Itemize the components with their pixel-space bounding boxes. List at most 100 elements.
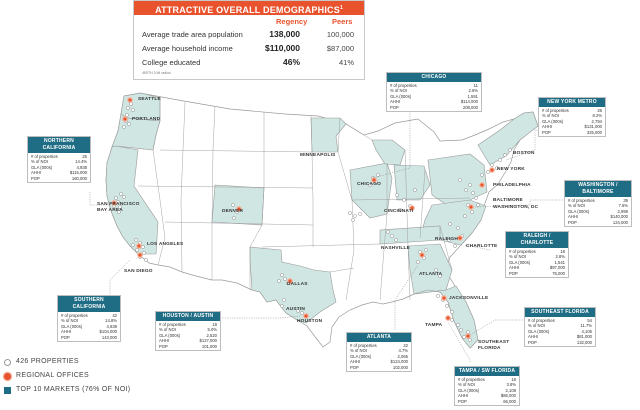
stat-label: # of properties bbox=[509, 249, 536, 254]
stat-label: # of properties bbox=[159, 322, 186, 327]
market-box-title: HOUSTON / AUSTIN bbox=[156, 312, 220, 321]
property-dot-icon bbox=[4, 359, 11, 366]
market-stat-row: AHHI $131,000 bbox=[542, 124, 602, 129]
market-stat-row: % of NOI 2.6% bbox=[390, 88, 478, 93]
market-new-england bbox=[477, 111, 539, 166]
market-stat-row: GLA (000s) 1,541 bbox=[509, 260, 565, 265]
stat-label: % of NOI bbox=[509, 254, 526, 260]
office-atlanta bbox=[419, 252, 425, 258]
stat-label: # of properties bbox=[528, 318, 555, 323]
market-box-northern-california: NORTHERN CALIFORNIA # of properties 25 % … bbox=[27, 136, 91, 184]
stat-label: POP bbox=[458, 398, 467, 404]
stat-label: % of NOI bbox=[458, 382, 475, 388]
stat-value: 4,105 bbox=[581, 328, 592, 334]
city-label-seattle: SEATTLE bbox=[138, 97, 161, 102]
stat-value: 76,000 bbox=[552, 270, 565, 276]
market-stat-row: # of properties 42 bbox=[61, 313, 117, 318]
stat-label: POP bbox=[31, 175, 40, 181]
column-regency: Regency bbox=[276, 17, 308, 26]
market-stat-row: % of NOI 3.8% bbox=[458, 382, 516, 387]
market-stat-row: GLA (000s) 4,105 bbox=[528, 329, 592, 334]
stat-value: 22 bbox=[403, 343, 408, 348]
office-portland bbox=[122, 116, 128, 122]
stat-value: $131,000 bbox=[584, 124, 602, 130]
stat-label: % of NOI bbox=[528, 323, 545, 329]
regional-office-icon bbox=[4, 373, 11, 380]
stat-label: # of properties bbox=[542, 108, 569, 113]
stat-label: % of NOI bbox=[31, 159, 48, 165]
office-denver bbox=[236, 206, 242, 212]
city-label-washington: WASHINGTON, DC bbox=[493, 205, 539, 210]
market-stat-row: AHHI $114,000 bbox=[390, 99, 478, 104]
office-philadelphia bbox=[479, 182, 485, 188]
market-stat-row: GLA (000s) 2,520 bbox=[159, 333, 217, 338]
row-regency-value: $110,000 bbox=[265, 43, 300, 53]
stat-label: GLA (000s) bbox=[509, 259, 531, 265]
market-stat-row: POP 132,000 bbox=[528, 340, 592, 345]
market-box-title: WASHINGTON / BALTIMORE bbox=[565, 181, 631, 197]
stat-value: $97,000 bbox=[549, 265, 565, 271]
demographics-panel: ATTRACTIVE OVERALL DEMOGRAPHICS1 Regency… bbox=[133, 0, 365, 80]
city-label-baltimore: BALTIMORE bbox=[493, 198, 523, 203]
stat-value: 18 bbox=[212, 322, 217, 327]
stat-value: 102,000 bbox=[392, 364, 408, 370]
office-tampa bbox=[445, 315, 451, 321]
stat-label: % of NOI bbox=[159, 327, 176, 333]
market-stat-row: POP 76,000 bbox=[509, 271, 565, 276]
city-label-boston: BOSTON bbox=[513, 151, 535, 156]
stat-label: AHHI bbox=[61, 329, 72, 335]
stat-value: $81,000 bbox=[576, 334, 592, 340]
market-box-title: SOUTHERN CALIFORNIA bbox=[58, 296, 120, 312]
row-label: Average household income bbox=[142, 44, 233, 53]
demographics-row: Average trade area population 138,000 10… bbox=[142, 29, 358, 40]
stat-label: POP bbox=[509, 270, 518, 276]
market-stat-row: # of properties 39 bbox=[568, 198, 628, 203]
stat-value: 2,520 bbox=[206, 332, 217, 338]
market-stat-row: # of properties 18 bbox=[458, 377, 516, 382]
legend-markets: TOP 10 MARKETS (76% OF NOI) bbox=[4, 383, 130, 397]
market-stat-row: POP 66,000 bbox=[458, 399, 516, 404]
city-label-portland: PORTLAND bbox=[132, 117, 161, 122]
stat-label: % of NOI bbox=[568, 203, 585, 209]
city-label-denver: DENVER bbox=[222, 209, 244, 214]
demographics-title-footnote-mark: 1 bbox=[339, 5, 343, 11]
stat-label: # of properties bbox=[390, 83, 417, 88]
stat-label: AHHI bbox=[542, 124, 553, 130]
market-stat-row: POP 101,000 bbox=[159, 344, 217, 349]
stat-label: % of NOI bbox=[390, 88, 407, 94]
stat-value: 124,000 bbox=[612, 219, 628, 225]
market-box-chicago: CHICAGO # of properties 11 % of NOI 2.6% G… bbox=[386, 72, 482, 113]
city-label-cincinnati: CINCINNATI bbox=[384, 209, 414, 214]
demographics-title-text: ATTRACTIVE OVERALL DEMOGRAPHICS bbox=[155, 5, 340, 15]
market-stat-row: GLA (000s) 2,794 bbox=[542, 119, 602, 124]
market-stat-row: % of NOI 8.2% bbox=[542, 113, 602, 118]
stat-value: 14.4% bbox=[75, 159, 87, 165]
stat-label: POP bbox=[159, 343, 168, 349]
market-box-houston-austin: HOUSTON / AUSTIN # of properties 18 % of … bbox=[155, 311, 221, 352]
legend-properties: 426 PROPERTIES bbox=[4, 355, 130, 369]
stat-label: AHHI bbox=[568, 214, 579, 220]
stat-value: 2,794 bbox=[591, 118, 602, 124]
stat-value: 26 bbox=[597, 108, 602, 113]
regional-office-markers bbox=[111, 97, 495, 339]
market-box-southern-california: SOUTHERN CALIFORNIA # of properties 42 % … bbox=[57, 295, 121, 343]
market-box-southeast-florida: SOUTHEAST FLORIDA # of properties 54 % of… bbox=[524, 307, 596, 348]
stat-value: $114,000 bbox=[460, 99, 478, 105]
stat-label: GLA (000s) bbox=[61, 323, 83, 329]
city-label-san-diego: SAN DIEGO bbox=[124, 269, 153, 274]
market-stat-row: GLA (000s) 2,999 bbox=[568, 209, 628, 214]
demographics-footnote: ¹BRTH 3 Mi radius bbox=[142, 71, 171, 75]
stat-label: AHHI bbox=[159, 338, 170, 344]
market-stat-row: # of properties 11 bbox=[390, 83, 478, 88]
market-stat-row: % of NOI 4.7% bbox=[350, 348, 408, 353]
stat-value: 4,639 bbox=[106, 323, 117, 329]
city-label-chicago: CHICAGO bbox=[357, 182, 382, 187]
row-peers-value: 41% bbox=[338, 58, 354, 67]
office-san-francisco bbox=[111, 200, 117, 206]
stat-value: 2,065 bbox=[397, 353, 408, 359]
stat-value: $127,000 bbox=[199, 338, 217, 344]
market-stat-row: GLA (000s) 1,591 bbox=[390, 94, 478, 99]
market-stat-row: POP 102,000 bbox=[350, 365, 408, 370]
market-michigan bbox=[371, 139, 406, 166]
market-stat-row: # of properties 25 bbox=[31, 154, 87, 159]
